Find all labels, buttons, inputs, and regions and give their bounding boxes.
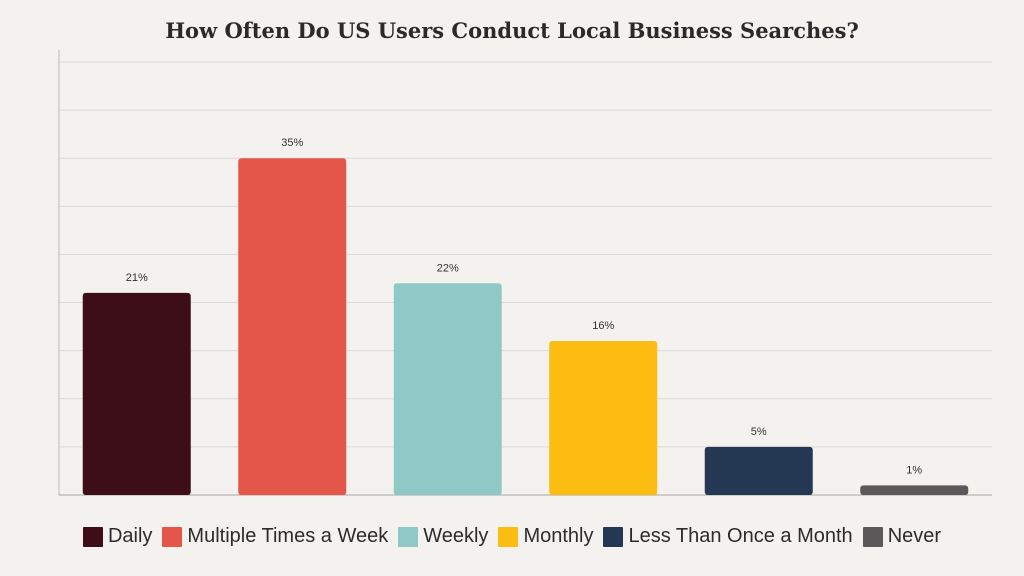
legend-label: Monthly — [523, 525, 594, 547]
legend-swatch — [862, 526, 883, 547]
bar — [82, 292, 191, 495]
data-label: 22% — [437, 262, 459, 274]
legend-item: Never — [862, 525, 942, 548]
legend-label: Never — [887, 525, 942, 547]
data-label: 21% — [126, 272, 148, 284]
legend-item: Multiple Times a Week — [162, 525, 388, 548]
legend-label: Less Than Once a Month — [628, 525, 853, 547]
legend-swatch — [603, 526, 624, 547]
chart-title: How Often Do US Users Conduct Local Busi… — [165, 18, 859, 43]
legend-swatch — [398, 526, 419, 547]
legend-swatch — [498, 526, 519, 547]
data-label: 16% — [592, 320, 614, 332]
data-label: 5% — [751, 426, 767, 438]
bar — [549, 341, 658, 495]
bar — [238, 158, 347, 495]
legend-swatch — [162, 526, 183, 547]
legend-item: Daily — [82, 525, 153, 548]
bar — [704, 446, 813, 495]
data-label: 35% — [281, 137, 303, 149]
legend-item: Monthly — [498, 525, 593, 548]
legend-item: Less Than Once a Month — [603, 525, 853, 548]
legend-label: Daily — [107, 525, 153, 547]
chart-legend: Daily Multiple Times a Week Weekly Monthly L… — [0, 525, 1024, 548]
legend-item: Weekly — [398, 525, 488, 548]
legend-swatch — [82, 526, 103, 547]
legend-label: Multiple Times a Week — [187, 525, 389, 547]
data-label: 1% — [906, 464, 922, 476]
bar — [393, 283, 502, 495]
bar — [860, 485, 969, 495]
legend-label: Weekly — [423, 525, 489, 547]
